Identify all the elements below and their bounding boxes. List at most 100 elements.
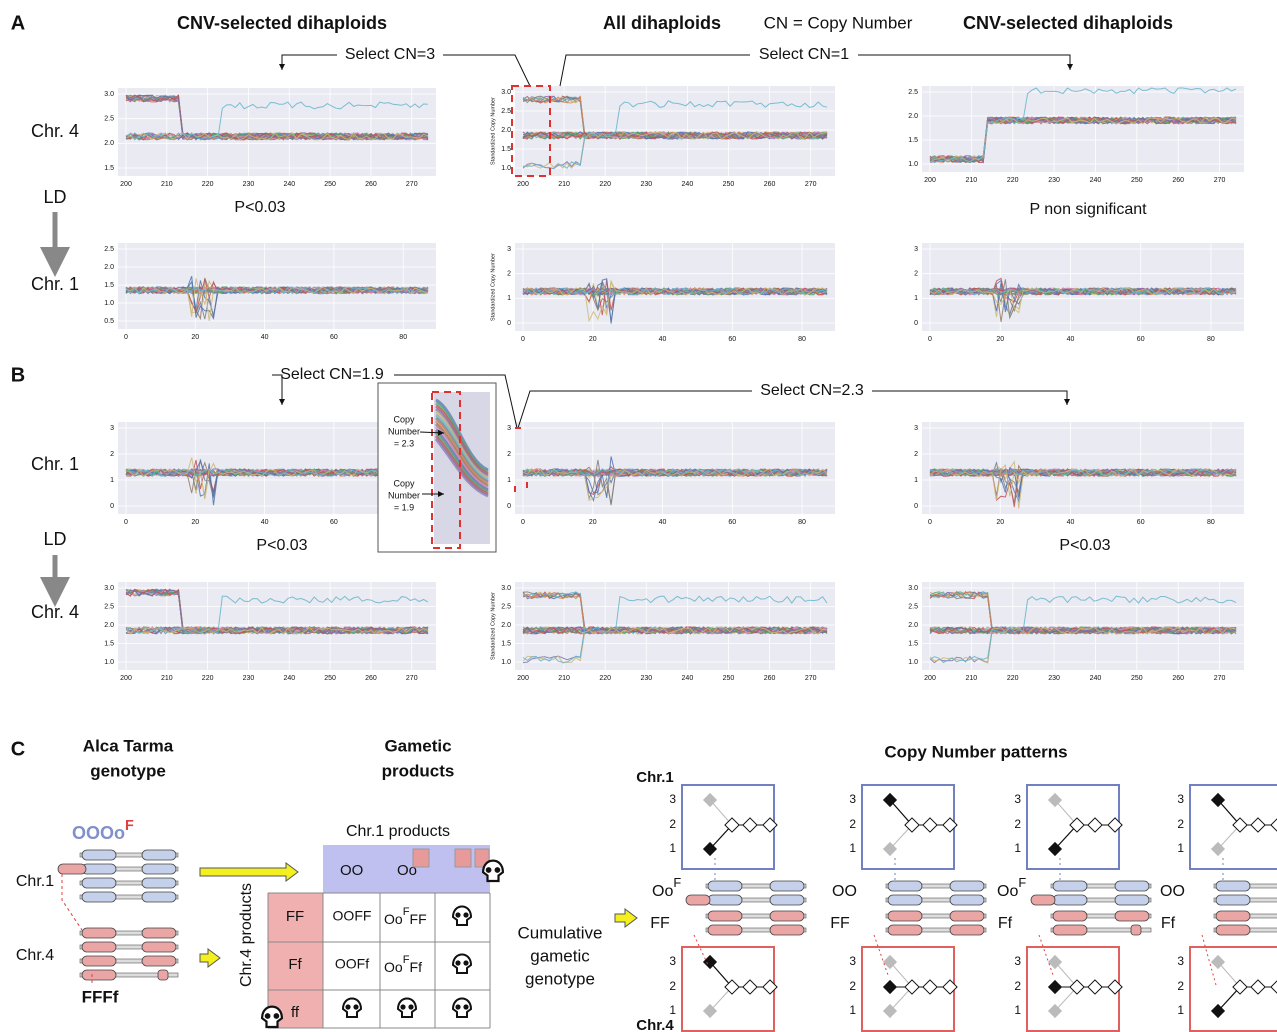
y-tick-label: 2.5 xyxy=(104,246,114,253)
y-tick-label: 1.0 xyxy=(104,300,114,307)
x-tick-label: 0 xyxy=(928,519,932,526)
y-tick-label: 2 xyxy=(1014,979,1021,993)
pattern-link xyxy=(709,961,733,988)
skull-eye xyxy=(485,867,492,873)
x-tick-label: 210 xyxy=(161,181,173,188)
diamond xyxy=(1087,979,1103,995)
x-tick-label: 40 xyxy=(659,336,667,343)
note: CN = Copy Number xyxy=(764,13,913,32)
trace xyxy=(929,626,1237,664)
trace xyxy=(125,286,429,295)
chromosome-arm xyxy=(141,877,177,889)
superscript: F xyxy=(673,875,681,890)
label: P non significant xyxy=(1029,201,1147,218)
x-tick-label: 20 xyxy=(996,519,1004,526)
x-tick-label: 0 xyxy=(124,519,128,526)
diamond xyxy=(922,979,938,995)
y-tick-label: 3 xyxy=(1177,954,1184,968)
chromosome xyxy=(79,930,179,936)
chromosome-arm xyxy=(707,880,743,892)
label: Ff xyxy=(1161,915,1176,932)
y-tick-label: 3.0 xyxy=(501,89,511,96)
x-tick-label: 250 xyxy=(723,675,735,682)
section-title: genotype xyxy=(90,761,166,780)
skull-eye xyxy=(463,1004,469,1010)
x-tick-label: 210 xyxy=(966,675,978,682)
row-header: FF xyxy=(286,908,304,925)
x-tick-label: 230 xyxy=(640,181,652,188)
diamond xyxy=(1047,792,1063,808)
superscript: F xyxy=(403,906,410,918)
panel-label: A xyxy=(11,12,25,34)
label: Select CN=2.3 xyxy=(760,382,864,399)
diamond xyxy=(1047,841,1063,857)
plot-background xyxy=(515,243,835,331)
y-tick-label: 2.0 xyxy=(104,622,114,629)
x-tick-label: 210 xyxy=(558,181,570,188)
label: P<0.03 xyxy=(1059,537,1110,554)
x-tick-label: 210 xyxy=(966,177,978,184)
label: = 2.3 xyxy=(394,438,414,448)
y-tick-label: 3 xyxy=(507,425,511,432)
chromosome xyxy=(1050,913,1152,919)
chromosome-arm xyxy=(81,863,117,875)
trace xyxy=(125,626,429,635)
chromosome-arm xyxy=(1215,910,1251,922)
diamond xyxy=(1232,817,1248,833)
chromosome-arm xyxy=(141,849,177,861)
y-tick-label: 2.5 xyxy=(908,603,918,610)
y-tick-label: 1 xyxy=(1014,841,1021,855)
connector xyxy=(1201,934,1217,986)
trace xyxy=(929,87,1237,163)
chromosome-arm xyxy=(141,955,177,967)
label: Number xyxy=(388,490,420,500)
y-tick-label: 1 xyxy=(669,1003,676,1017)
plot-background xyxy=(922,422,1244,514)
trace xyxy=(929,116,1237,164)
diamond xyxy=(1047,1003,1063,1019)
section-title: Alca Tarma xyxy=(83,736,174,755)
y-tick-label: 2 xyxy=(669,817,676,831)
gene-tag xyxy=(474,848,490,868)
label: OO xyxy=(1160,883,1185,900)
y-tick-label: 3 xyxy=(669,792,676,806)
x-tick-label: 80 xyxy=(798,336,806,343)
y-tick-label: 2 xyxy=(914,271,918,278)
row-label: Chr. 1 xyxy=(31,274,79,294)
x-tick-label: 220 xyxy=(1007,675,1019,682)
x-tick-label: 270 xyxy=(805,675,817,682)
connector xyxy=(443,54,531,87)
chromosome-arm xyxy=(949,924,985,936)
y-tick-label: 1.5 xyxy=(104,282,114,289)
arrow xyxy=(614,908,638,928)
skull-shape xyxy=(341,997,363,1018)
diamond xyxy=(942,979,958,995)
x-tick-label: 80 xyxy=(399,334,407,341)
x-tick-label: 220 xyxy=(202,181,214,188)
diamond xyxy=(882,954,898,970)
x-tick-label: 80 xyxy=(1207,519,1215,526)
skull-eye xyxy=(455,1004,461,1010)
skull-eye xyxy=(400,1004,406,1010)
skull-icon xyxy=(451,905,473,926)
chromosome xyxy=(705,883,807,889)
y-tick-label: 1 xyxy=(1014,1003,1021,1017)
diamond xyxy=(1069,817,1085,833)
y-tick-label: 0 xyxy=(507,320,511,327)
chromosome-arm xyxy=(1052,880,1088,892)
connector xyxy=(517,390,752,429)
x-tick-label: 230 xyxy=(243,675,255,682)
y-tick-label: 3 xyxy=(669,954,676,968)
y-tick-label: 1.0 xyxy=(908,659,918,666)
skull-eye xyxy=(455,912,461,918)
x-tick-label: 270 xyxy=(1214,177,1226,184)
x-tick-label: 250 xyxy=(1131,177,1143,184)
x-tick-label: 250 xyxy=(324,675,336,682)
table-cell: OoFFf xyxy=(384,954,422,975)
chromosome-arm xyxy=(685,894,711,906)
superscript: F xyxy=(125,818,134,834)
connector xyxy=(858,54,1073,70)
pattern-link xyxy=(709,799,733,826)
chromosome-arm xyxy=(769,924,805,936)
skull-eye xyxy=(273,1013,280,1019)
